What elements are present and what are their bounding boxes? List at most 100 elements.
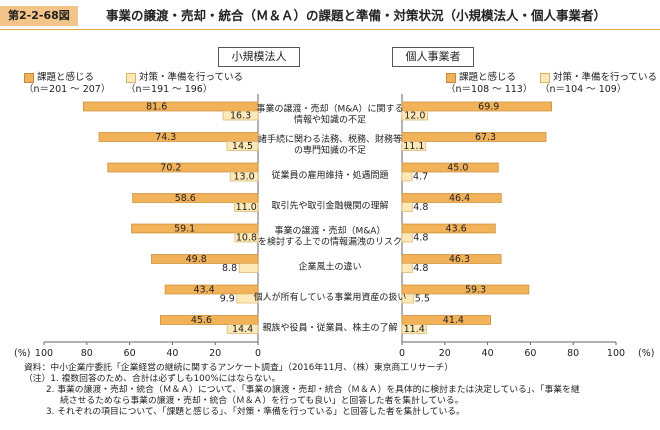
note-1: （注）1. 複数回答のため、合計は必ずしも100%にはならない。: [24, 374, 281, 384]
data-label: 12.0: [404, 111, 425, 122]
footnotes: 資料：中小企業庁委託「企業経営の継続に関するアンケート調査」（2016年11月、…: [24, 363, 580, 418]
bar-issue: [160, 315, 259, 325]
note-2a: 2. 事業の譲渡・売却・統合（Ｍ＆Ａ）について、「事業の譲渡・売却・統合（Ｍ＆Ａ…: [46, 385, 580, 395]
note-source: 資料：中小企業庁委託「企業経営の継続に関するアンケート調査」（2016年11月、…: [24, 363, 454, 373]
data-label: 43.4: [194, 285, 215, 296]
data-label: 4.8: [413, 233, 428, 244]
tick-label: 80: [567, 348, 579, 359]
data-label: 74.3: [155, 132, 176, 143]
bar-prep: [401, 232, 413, 243]
category-label: 事業の譲渡・売却（M&A）: [275, 224, 386, 236]
bar-prep: [229, 171, 259, 182]
legend-label: 課題と感じる: [37, 72, 95, 83]
bar-prep: [401, 324, 427, 334]
tick-label: 80: [81, 348, 93, 359]
category-label: 諸手続に関わる法務、税務、財務等: [258, 133, 402, 145]
bar-issue: [401, 284, 530, 295]
category-label: 取引先や取引金融機関の理解: [271, 199, 388, 211]
legend-swatch-issue: [446, 72, 456, 83]
note-2b: 続させるためなら事業の譲渡・売却・統合（Ｍ＆Ａ）を行っても良い」と回答した者を集…: [60, 396, 464, 406]
tick-label: 100: [35, 348, 53, 359]
bar-issue: [107, 162, 259, 173]
data-label: 11.1: [403, 141, 424, 152]
bar-prep: [226, 141, 259, 151]
data-label: 11.4: [404, 324, 425, 335]
legend-swatch-prep: [126, 72, 136, 83]
figure-title: 事業の譲渡・売却・統合（Ｍ＆Ａ）の課題と準備・対策状況（小規模法人・個人事業者）: [106, 8, 607, 23]
tick-label: 20: [209, 348, 221, 359]
data-label: 69.9: [478, 102, 499, 113]
data-label: 43.6: [446, 224, 467, 235]
bar-prep: [401, 263, 413, 273]
data-label: 9.9: [220, 294, 235, 305]
tick-label: 0: [255, 348, 261, 359]
data-label: 45.6: [191, 315, 212, 326]
bar-issue: [401, 254, 502, 264]
bar-prep: [222, 110, 259, 121]
bar-issue: [151, 254, 259, 264]
category-label: 事業の譲渡・売却（M&A）に関する: [257, 102, 404, 114]
tick-label: 40: [482, 348, 494, 359]
data-label: 14.4: [232, 324, 253, 335]
category-label: 親族や役員・従業員、株主の了解: [262, 321, 397, 333]
bar-prep: [234, 232, 259, 243]
bar-prep: [401, 110, 429, 121]
legend-n: （n＝104 ～ 109）: [540, 84, 627, 95]
legend-right-issue: 課題と感じる （n＝108 ～ 113）: [446, 72, 532, 96]
figure-number: 第2-2-68図: [0, 6, 78, 26]
legend-left-issue: 課題と感じる （n＝201 ～ 207）: [24, 72, 110, 96]
panel-label-sole-proprietor: 個人事業者: [392, 47, 474, 67]
data-label: 58.6: [175, 193, 196, 204]
category-label: 情報や知識の不足: [294, 113, 366, 125]
panel-label-small-corp: 小規模法人: [218, 47, 300, 67]
data-label: 46.3: [449, 254, 470, 265]
bar-issue: [401, 132, 547, 142]
category-label: 個人が所有している事業用資産の扱い: [254, 291, 407, 303]
data-label: 14.5: [232, 141, 253, 152]
data-label: 67.3: [475, 132, 496, 143]
bar-prep: [401, 141, 427, 151]
legend-n: （n＝191 ～ 196）: [126, 84, 213, 95]
legend-n: （n＝201 ～ 207）: [24, 84, 111, 95]
header-divider: [0, 29, 660, 30]
data-label: 41.4: [443, 315, 464, 326]
data-label: 8.8: [222, 263, 237, 274]
legend-label: 対策・準備を行っている: [553, 72, 658, 83]
legend-left-prep: 対策・準備を行っている （n＝191 ～ 196）: [126, 72, 243, 96]
bar-issue: [83, 101, 259, 112]
bar-prep: [401, 293, 415, 304]
bar-issue: [401, 101, 552, 112]
bar-issue: [132, 193, 259, 203]
axis-unit-label: (%): [14, 348, 30, 359]
legend-swatch-issue: [24, 72, 34, 83]
data-label: 13.0: [234, 172, 255, 183]
tick-label: 60: [124, 348, 136, 359]
data-label: 16.3: [230, 111, 251, 122]
category-label: を検討する上での情報漏洩のリスク: [258, 235, 402, 247]
bar-prep: [238, 263, 259, 273]
data-label: 49.8: [186, 254, 207, 265]
data-label: 70.2: [160, 163, 181, 174]
data-label: 4.8: [413, 263, 428, 274]
data-label: 59.3: [465, 285, 486, 296]
bar-prep: [236, 293, 259, 304]
tick-label: 40: [166, 348, 178, 359]
bar-issue: [164, 284, 259, 295]
legend-n: （n＝108 ～ 113）: [446, 84, 533, 95]
category-label: の専門知識の不足: [294, 144, 366, 156]
tick-label: 20: [439, 348, 451, 359]
bar-issue: [131, 223, 259, 234]
bar-prep: [226, 324, 259, 334]
category-label: 従業員の雇用維持・処遇問題: [271, 169, 388, 181]
category-label: 企業風土の違い: [298, 260, 361, 272]
bar-prep: [234, 202, 259, 212]
bar-issue: [401, 193, 502, 203]
tick-label: 60: [524, 348, 536, 359]
data-label: 10.8: [236, 233, 257, 244]
note-3: 3. それぞれの項目について、「課題と感じる」、「対策・準備を行っている」と回答…: [46, 407, 465, 417]
data-label: 4.7: [413, 172, 428, 183]
bar-issue: [401, 162, 499, 173]
tick-label: 0: [399, 348, 405, 359]
data-label: 59.1: [174, 224, 195, 235]
bar-issue: [401, 315, 491, 325]
